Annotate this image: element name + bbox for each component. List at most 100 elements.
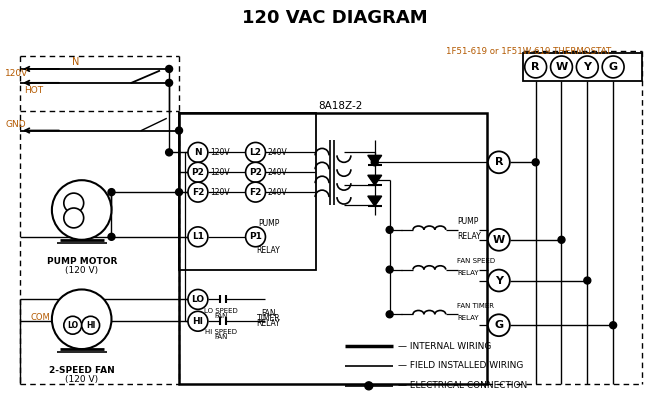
Text: 120V: 120V [210,168,229,177]
Circle shape [64,193,84,213]
Text: P2: P2 [249,168,262,177]
Text: R: R [531,62,540,72]
Text: 120V: 120V [210,188,229,197]
Text: PUMP: PUMP [258,219,279,228]
Text: — FIELD INSTALLED WIRING: — FIELD INSTALLED WIRING [397,362,523,370]
Text: R: R [494,157,503,167]
Text: RELAY: RELAY [257,246,280,255]
Text: P2: P2 [192,168,204,177]
Text: FAN TIMER: FAN TIMER [457,303,494,309]
Circle shape [188,182,208,202]
Circle shape [246,182,265,202]
Circle shape [165,149,173,156]
Circle shape [165,65,173,72]
Text: GND: GND [5,119,26,129]
Text: 240V: 240V [267,168,287,177]
Circle shape [488,269,510,292]
Text: 240V: 240V [267,188,287,197]
Circle shape [176,189,182,196]
Circle shape [576,56,598,78]
Text: HI: HI [192,317,204,326]
Text: 120V: 120V [210,148,229,157]
Text: RELAY: RELAY [457,315,479,321]
Text: RELAY: RELAY [457,269,479,276]
Text: F2: F2 [192,188,204,197]
Circle shape [488,229,510,251]
Circle shape [246,227,265,247]
Circle shape [176,127,182,134]
Bar [523,53,642,81]
Text: N: N [194,148,202,157]
Text: PUMP: PUMP [457,217,478,226]
Text: (120 V): (120 V) [65,266,98,274]
Text: COM: COM [30,313,50,322]
Text: 120V: 120V [5,70,28,78]
Text: F2: F2 [249,188,262,197]
Text: 2-SPEED FAN: 2-SPEED FAN [49,366,115,375]
Circle shape [364,382,373,390]
Circle shape [551,56,572,78]
Circle shape [488,314,510,336]
Circle shape [602,56,624,78]
Circle shape [246,162,265,182]
Circle shape [371,159,378,166]
Circle shape [584,277,591,284]
Circle shape [386,226,393,233]
Circle shape [610,322,616,328]
Circle shape [165,79,173,86]
Text: FAN: FAN [214,313,227,319]
Polygon shape [368,175,382,185]
Text: FAN SPEED: FAN SPEED [457,258,495,264]
Circle shape [108,233,115,240]
Text: W: W [492,235,505,245]
Circle shape [386,266,393,273]
Text: 120 VAC DIAGRAM: 120 VAC DIAGRAM [242,9,428,27]
Polygon shape [368,196,382,206]
Text: RELAY: RELAY [457,232,481,241]
Circle shape [188,227,208,247]
Text: HI: HI [86,321,95,330]
Text: LO SPEED: LO SPEED [204,308,238,314]
Text: Y: Y [495,276,503,285]
Circle shape [52,290,111,349]
Circle shape [64,316,82,334]
Text: FAN: FAN [214,334,227,340]
Text: 1F51-619 or 1F51W-619 THERMOSTAT: 1F51-619 or 1F51W-619 THERMOSTAT [446,47,611,56]
Bar [179,113,487,384]
Circle shape [386,311,393,318]
Text: PUMP MOTOR: PUMP MOTOR [46,257,117,266]
Text: HI SPEED: HI SPEED [205,329,237,335]
Text: W: W [555,62,567,72]
Circle shape [52,180,111,240]
Text: TIMER: TIMER [257,314,280,323]
Text: P1: P1 [249,232,262,241]
Circle shape [64,208,84,228]
Text: — ELECTRICAL CONNECTION: — ELECTRICAL CONNECTION [397,381,527,391]
Text: FAN: FAN [261,309,276,318]
Circle shape [558,236,565,243]
Bar [179,113,316,269]
Circle shape [488,151,510,173]
Text: 8A18Z-2: 8A18Z-2 [318,101,362,111]
Text: (120 V): (120 V) [65,375,98,384]
Text: LO: LO [192,295,204,304]
Text: G: G [494,320,503,330]
Circle shape [532,159,539,166]
Text: G: G [608,62,618,72]
Text: Y: Y [584,62,592,72]
Circle shape [82,316,100,334]
Circle shape [188,142,208,162]
Circle shape [188,290,208,309]
Text: RELAY: RELAY [257,319,280,328]
Text: HOT: HOT [24,86,43,95]
Circle shape [246,142,265,162]
Circle shape [525,56,547,78]
Text: LO: LO [67,321,78,330]
Text: L2: L2 [249,148,261,157]
Text: N: N [72,57,79,67]
Text: L1: L1 [192,232,204,241]
Circle shape [108,189,115,196]
Polygon shape [368,155,382,165]
Text: 240V: 240V [267,148,287,157]
Circle shape [188,311,208,331]
